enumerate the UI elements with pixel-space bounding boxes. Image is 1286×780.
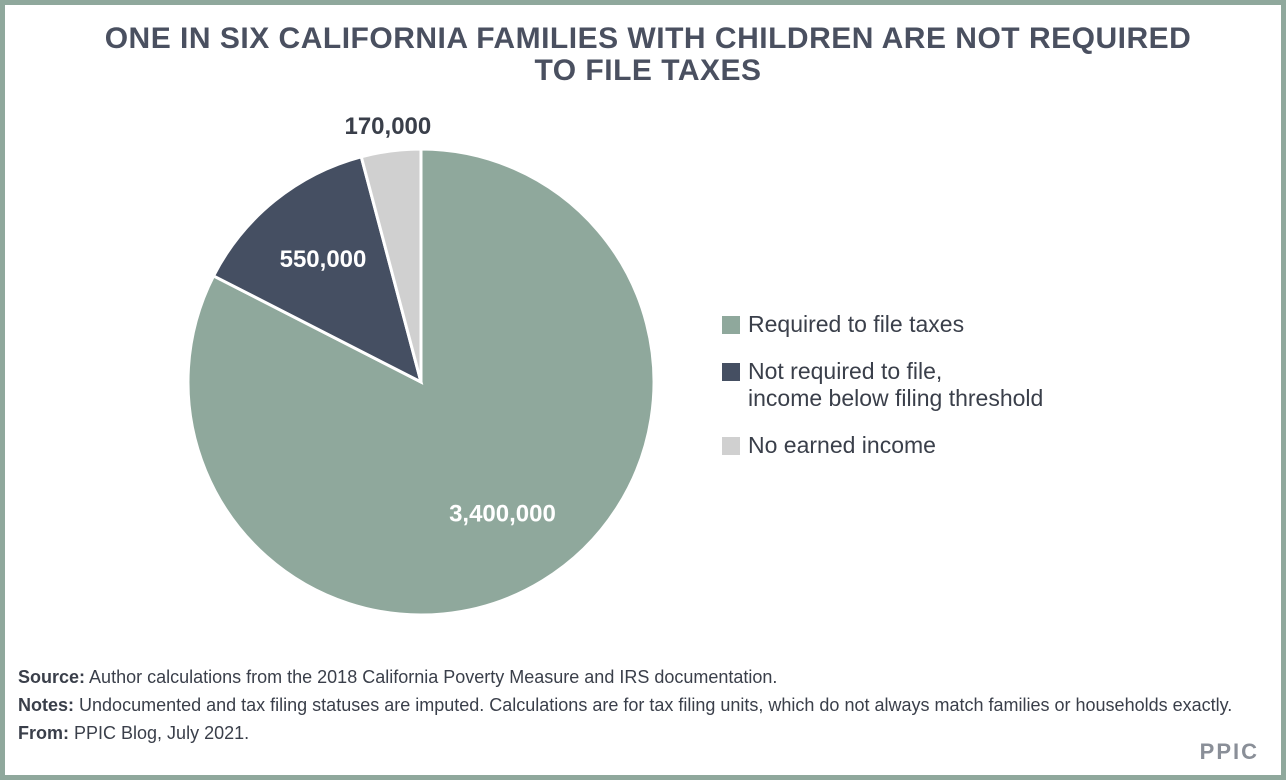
legend-item: No earned income	[722, 432, 1043, 459]
footer-row: From: PPIC Blog, July 2021.	[18, 722, 1268, 745]
legend-label: Not required to file, income below filin…	[748, 358, 1044, 411]
legend-item: Required to file taxes	[722, 311, 1043, 338]
footer-label: Source:	[18, 667, 86, 687]
legend-label: Required to file taxes	[748, 311, 965, 337]
data-label: 170,000	[344, 113, 431, 140]
pie-slice	[211, 154, 424, 385]
legend-swatch	[722, 437, 740, 455]
footer-row: Notes: Undocumented and tax filing statu…	[18, 694, 1268, 717]
legend-swatch	[722, 363, 740, 381]
logo: PPIC	[1199, 739, 1259, 764]
footer-label: Notes:	[18, 695, 75, 715]
footer-text: Undocumented and tax filing statuses are…	[79, 695, 1233, 715]
footer-text: PPIC Blog, July 2021.	[74, 723, 250, 743]
footer-row: Source: Author calculations from the 201…	[18, 666, 1268, 689]
legend-item: Not required to file, income below filin…	[722, 358, 1043, 412]
data-label: 550,000	[280, 246, 367, 273]
legend-label: No earned income	[748, 432, 936, 458]
footer: Source: Author calculations from the 201…	[18, 666, 1268, 750]
footer-label: From:	[18, 723, 69, 743]
legend: Required to file taxes Not required to fi…	[722, 311, 1043, 479]
pie-slice	[359, 147, 423, 383]
legend-swatch	[722, 316, 740, 334]
pie-chart: 3,400,000 550,000 170,000	[186, 113, 656, 617]
chart-title: ONE IN SIX CALIFORNIA FAMILIES WITH CHIL…	[104, 22, 1192, 87]
data-label: 3,400,000	[449, 501, 556, 528]
footer-text: Author calculations from the 2018 Califo…	[89, 667, 778, 687]
